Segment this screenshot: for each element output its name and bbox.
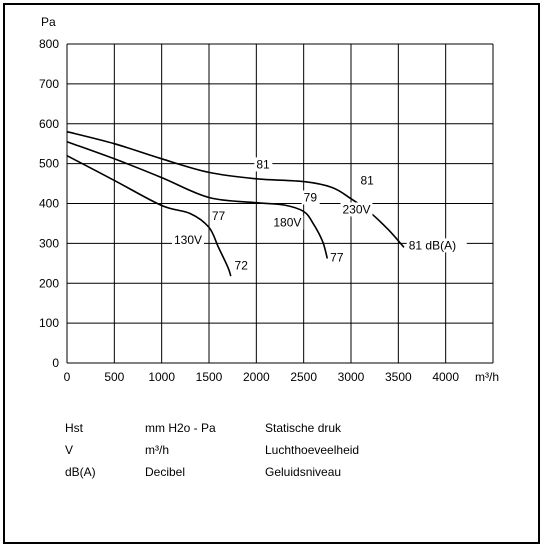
series-line-180v <box>66 140 329 259</box>
curve-annotation: 130V <box>174 233 202 247</box>
legend-description: Luchthoeveelheid <box>265 443 360 457</box>
curve-annotation: 81 dB(A) <box>409 238 456 252</box>
legend-row-v: V m³/h Luchthoeveelheid <box>0 443 545 461</box>
x-tick-label: 2500 <box>290 370 317 384</box>
chart-frame <box>3 3 540 544</box>
curve-annotation: 230V <box>342 202 370 216</box>
legend-unit: m³/h <box>145 443 169 457</box>
curve-annotation: 180V <box>273 216 301 230</box>
x-tick-label: 1000 <box>148 370 175 384</box>
axis-ticks: 0 500 1000 1500 2000 2500 3000 3500 4000 0 100 200 3… <box>39 37 459 384</box>
annotation-bg <box>328 250 347 265</box>
curve-annotation: 79 <box>304 191 318 205</box>
annotation-bg <box>232 258 251 273</box>
legend-symbol: Hst <box>65 421 83 435</box>
y-tick-label: 600 <box>39 117 59 131</box>
annotation-bg <box>358 173 377 188</box>
curve-annotation: 77 <box>330 250 344 264</box>
annotation-bg <box>271 215 304 230</box>
x-tick-label: 3000 <box>338 370 365 384</box>
y-tick-label: 700 <box>39 77 59 91</box>
legend-unit: mm H2o - Pa <box>145 421 216 435</box>
annotation-bg <box>171 233 204 248</box>
y-tick-label: 500 <box>39 157 59 171</box>
curve-annotation: 81 <box>360 173 374 187</box>
x-tick-label: 1500 <box>196 370 223 384</box>
y-tick-label: 400 <box>39 197 59 211</box>
curve-annotation: 81 <box>256 157 270 171</box>
legend-description: Statische druk <box>265 421 342 435</box>
x-axis-unit: m³/h <box>475 370 499 384</box>
annotation-bg <box>406 238 467 253</box>
y-tick-label: 800 <box>39 37 59 51</box>
legend-symbol: V <box>65 443 74 457</box>
x-tick-label: 2000 <box>243 370 270 384</box>
legend-row-hst: Hst mm H2o - Pa Statische druk <box>0 421 545 439</box>
y-tick-label: 100 <box>39 316 59 330</box>
series-line-230v <box>66 130 405 248</box>
y-tick-label: 200 <box>39 276 59 290</box>
y-axis-label: Pa <box>41 15 56 29</box>
annotation-bg <box>209 209 228 224</box>
grid <box>66 43 494 364</box>
legend-unit: Decibel <box>145 465 186 479</box>
legend-symbol: dB(A) <box>65 465 96 479</box>
legend-row-dba: dB(A) Decibel Geluidsniveau <box>0 465 545 483</box>
curve-annotation: 77 <box>212 209 226 223</box>
legend-description: Geluidsniveau <box>265 465 342 479</box>
annotation-bg <box>301 190 320 205</box>
x-tick-label: 4000 <box>432 370 459 384</box>
x-tick-label: 500 <box>104 370 124 384</box>
y-tick-label: 300 <box>39 236 59 250</box>
series-lines <box>66 130 405 277</box>
annotation-bg <box>340 202 373 217</box>
annotation-bg <box>254 157 273 172</box>
x-tick-label: 3500 <box>385 370 412 384</box>
annotations: 81 81 79 230V 180V 77 130V 72 77 81 dB(A) <box>171 157 467 273</box>
series-line-130v <box>66 154 232 277</box>
curve-annotation: 72 <box>235 258 249 272</box>
y-tick-label: 0 <box>52 356 59 370</box>
x-tick-label: 0 <box>64 370 71 384</box>
